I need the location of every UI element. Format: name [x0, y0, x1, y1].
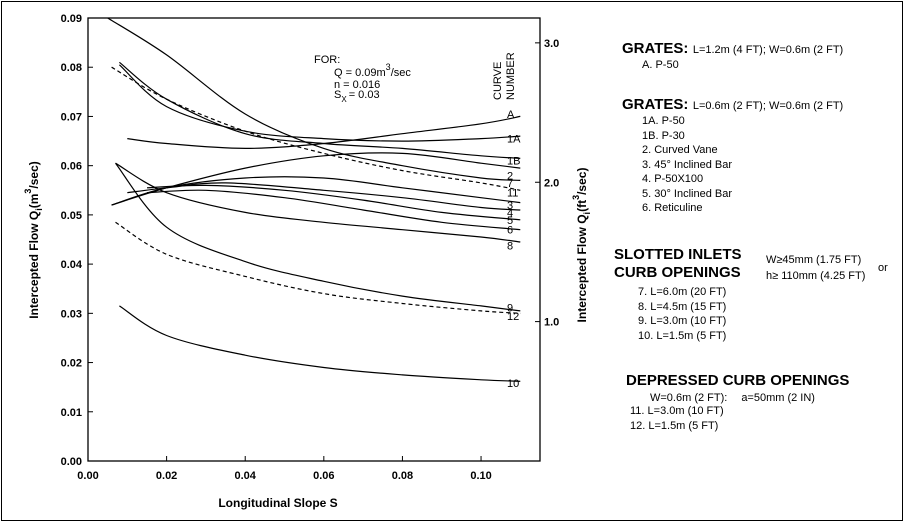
series-line-6	[146, 189, 521, 231]
curve-number-label: CURVE NUMBER	[492, 52, 517, 100]
legend-grates-2: GRATES: L=0.6m (2 FT); W=0.6m (2 FT) 1A.…	[622, 96, 843, 216]
x-tick-label: 0.10	[470, 470, 491, 482]
y-tick-label: 0.02	[61, 358, 82, 370]
series-line-11	[111, 66, 521, 191]
series-line-8	[115, 162, 521, 243]
slotted-items: 7. L=6.0m (20 FT) 8. L=4.5m (15 FT) 9. L=3…	[614, 282, 742, 343]
curve-end-label: 5	[507, 215, 513, 227]
y-tick-label: 0.05	[61, 210, 82, 222]
x-tick-label: 0.00	[77, 470, 98, 482]
legend-item: 1A. P-50	[642, 115, 685, 127]
legend-item: 8. L=4.5m (15 FT)	[638, 300, 727, 313]
chart-axes: 0.00 0.01 0.02 0.03 0.04 0.05 0.06 0.07 0.08 0.09…	[61, 13, 560, 482]
curve-end-label: 4	[507, 207, 513, 219]
slotted-or: or	[878, 262, 888, 274]
depressed-items: 11. L=3.0m (10 FT) 12. L=1.5m (5 FT)	[626, 404, 849, 433]
grates1-spec: L=1.2m (4 FT); W=0.6m (2 FT)	[692, 44, 844, 56]
curve-end-label: 3	[507, 200, 513, 212]
curve-end-label: 1B	[507, 156, 520, 168]
y-tick-label: 0.07	[61, 111, 82, 123]
y-tick-label: 0.00	[61, 456, 82, 468]
annotation-for: FOR:	[314, 54, 340, 66]
curve-end-label: 6	[507, 225, 513, 237]
x-tick-label: 0.02	[156, 470, 177, 482]
curve-end-label: 2	[507, 171, 513, 183]
depressed-spec-w: W=0.6m (2 FT):	[650, 392, 728, 404]
slotted-note-2: h≥ 110mm (4.25 FT)	[766, 270, 866, 282]
legend-item: 5. 30° Inclined Bar	[642, 187, 733, 200]
curve-end-label: 12	[507, 311, 519, 323]
y-tick-label: 0.01	[61, 407, 82, 419]
y2-tick-label: 1.0	[544, 317, 559, 329]
y-tick-label: 0.08	[61, 62, 82, 74]
legend-item: A. P-50	[642, 59, 679, 71]
x-tick-label: 0.06	[313, 470, 334, 482]
plot-area	[87, 17, 541, 462]
y2-tick-label: 2.0	[544, 177, 559, 189]
curve-label-line1: CURVE	[492, 62, 504, 100]
legend-item: 2. Curved Vane	[642, 144, 718, 156]
depressed-title: DEPRESSED CURB OPENINGS	[626, 372, 850, 389]
slotted-title-1: SLOTTED INLETS	[614, 246, 742, 263]
slotted-title-2: CURB OPENINGS	[614, 264, 741, 281]
grates2-title: GRATES:	[622, 96, 689, 113]
curve-end-label: A	[507, 109, 515, 121]
y-tick-label: 0.04	[61, 259, 83, 271]
y-axis-left-label: Intercepted Flow Qi(m3/sec)	[23, 161, 44, 319]
series-line-a	[107, 17, 521, 181]
legend-depressed: DEPRESSED CURB OPENINGS W=0.6m (2 FT): a=…	[626, 372, 849, 433]
curve-label-line2: NUMBER	[505, 52, 517, 100]
curve-end-label: 9	[507, 302, 513, 314]
series-line-9	[115, 162, 521, 312]
curve-end-label: 1A	[507, 134, 521, 146]
chart-annotation: FOR: Q = 0.09m3/sec n = 0.016 SX = 0.03	[314, 54, 411, 104]
legend-item: 1B. P-30	[642, 129, 685, 142]
curve-end-label: 10	[507, 378, 519, 390]
y2-tick-label: 3.0	[544, 38, 559, 50]
legend-item: 10. L=1.5m (5 FT)	[638, 329, 727, 342]
y-tick-label: 0.03	[61, 308, 82, 320]
series-line-5	[146, 184, 521, 221]
annotation-n: n = 0.016	[334, 79, 380, 91]
annotation-q: Q = 0.09m3/sec	[334, 62, 411, 79]
legend-item: 9. L=3.0m (10 FT)	[638, 315, 727, 327]
grates2-spec: L=0.6m (2 FT); W=0.6m (2 FT)	[692, 100, 844, 112]
legend-slotted: SLOTTED INLETS CURB OPENINGS W≥45mm (1.7…	[614, 246, 888, 343]
legend-item: 4. P-50X100	[642, 173, 704, 185]
curve-end-label: 7	[507, 178, 513, 190]
legend-grates-1: GRATES: L=1.2m (4 FT); W=0.6m (2 FT) A. …	[622, 40, 843, 73]
x-tick-label: 0.08	[392, 470, 413, 482]
legend-item: 7. L=6.0m (20 FT)	[638, 286, 727, 298]
grates2-items: 1A. P-50 1B. P-30 2. Curved Vane 3. 45° Inc…	[622, 114, 843, 216]
y-tick-label: 0.06	[61, 161, 82, 173]
grates1-title: GRATES:	[622, 40, 689, 57]
y-axis-right-label: Intercepted Flow Qi(ft3/sec)	[571, 168, 592, 323]
legend-item: 6. Reticuline	[642, 202, 703, 214]
series-line-12	[115, 221, 521, 314]
chart-series	[107, 17, 521, 382]
series-line-2	[127, 115, 521, 150]
series-line-10	[119, 305, 521, 382]
depressed-spec-a: a=50mm (2 IN)	[741, 392, 815, 404]
series-line-4	[127, 182, 521, 211]
legend-item: 11. L=3.0m (10 FT)	[630, 405, 724, 417]
curve-end-label: 11	[507, 188, 518, 200]
curve-end-label: 8	[507, 240, 513, 252]
slotted-note-1: W≥45mm (1.75 FT)	[766, 254, 862, 266]
x-axis-label: Longitudinal Slope S	[218, 496, 337, 510]
y-tick-label: 0.09	[61, 13, 82, 25]
annotation-sx: SX = 0.03	[334, 89, 380, 104]
series-line-1b	[119, 64, 521, 142]
legend-item: 12. L=1.5m (5 FT)	[630, 419, 719, 432]
x-tick-label: 0.04	[235, 470, 257, 482]
legend-item: 3. 45° Inclined Bar	[642, 158, 733, 171]
